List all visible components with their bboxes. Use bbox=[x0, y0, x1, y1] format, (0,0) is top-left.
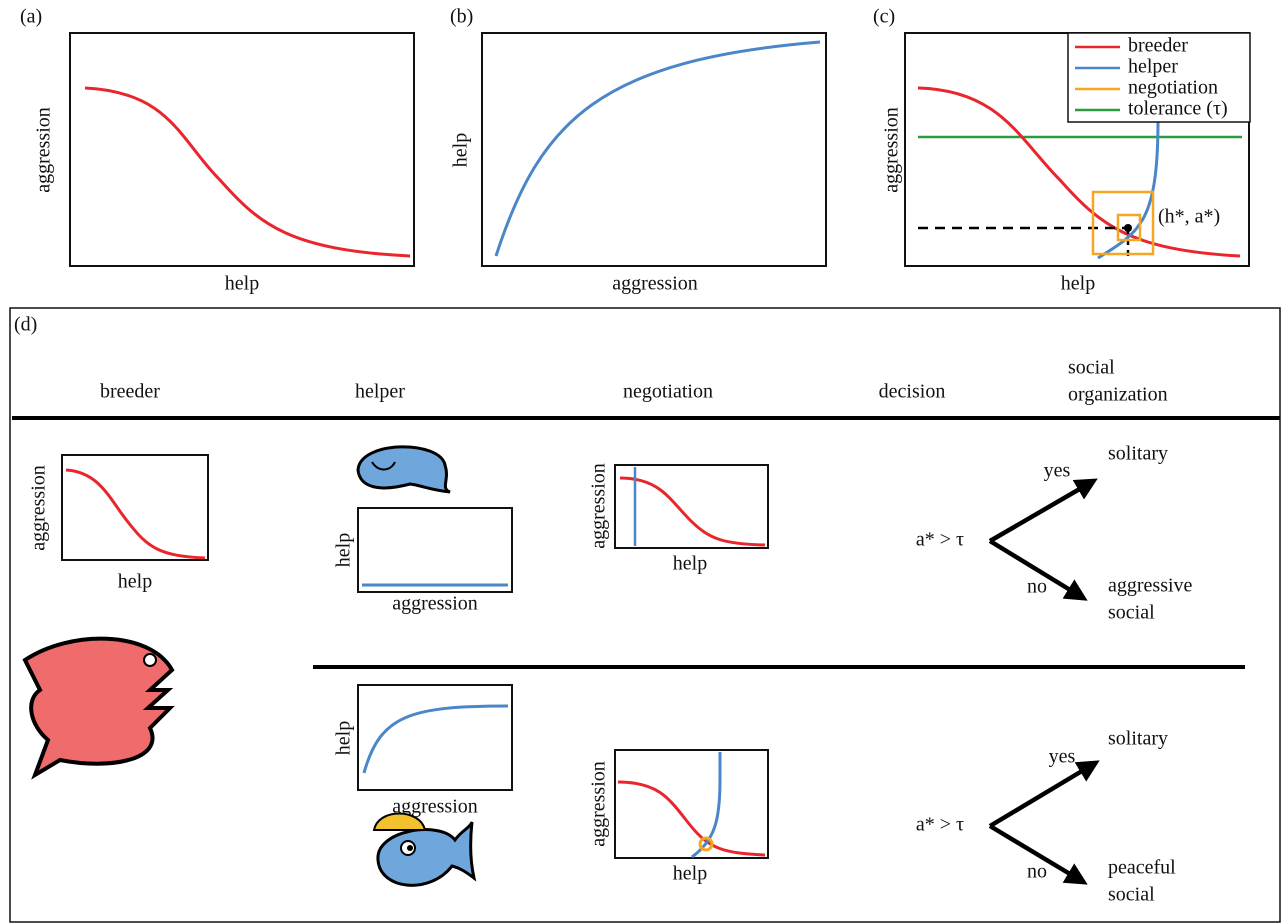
panel-label: (a) bbox=[20, 6, 42, 28]
shape-line bbox=[990, 765, 1092, 826]
shape-path bbox=[66, 470, 205, 558]
shape-rect bbox=[358, 508, 512, 592]
shape-path bbox=[364, 706, 508, 773]
condition: a* > τ bbox=[916, 814, 964, 836]
shape-rect bbox=[615, 750, 768, 858]
y-label: help bbox=[450, 133, 472, 167]
outcome: social bbox=[1108, 884, 1155, 906]
shape-rect bbox=[1093, 192, 1153, 254]
shape-path bbox=[378, 822, 474, 885]
y-label: aggression bbox=[881, 107, 903, 193]
figure: (a) help aggression (b) aggression help … bbox=[0, 0, 1284, 924]
panel-label: (d) bbox=[14, 314, 37, 336]
outcome: solitary bbox=[1108, 443, 1168, 465]
panel-label: (c) bbox=[873, 6, 895, 28]
yes-label: yes bbox=[1049, 746, 1076, 768]
column-header: breeder bbox=[100, 381, 160, 403]
legend-entry: negotiation bbox=[1128, 77, 1218, 99]
y-label: aggression bbox=[33, 107, 55, 193]
x-label: help bbox=[673, 863, 707, 885]
shape-circle bbox=[144, 654, 156, 666]
x-label: aggression bbox=[612, 273, 698, 295]
shape-rect bbox=[62, 455, 208, 560]
legend-entry: helper bbox=[1128, 56, 1178, 78]
shape-circle bbox=[407, 845, 413, 851]
column-header: negotiation bbox=[623, 381, 713, 403]
legend-entry: breeder bbox=[1128, 35, 1188, 57]
y-label: help bbox=[333, 721, 355, 755]
x-label: help bbox=[118, 571, 152, 593]
point-label: (h*, a*) bbox=[1158, 206, 1220, 228]
outcome: aggressive bbox=[1108, 575, 1193, 597]
shape-rect bbox=[70, 33, 414, 266]
outcome: solitary bbox=[1108, 728, 1168, 750]
y-label: aggression bbox=[588, 463, 610, 549]
column-header: helper bbox=[355, 381, 405, 403]
column-header: decision bbox=[879, 381, 946, 403]
no-label: no bbox=[1027, 861, 1047, 883]
y-label: help bbox=[333, 533, 355, 567]
shape-path bbox=[496, 42, 820, 256]
shape-path bbox=[85, 88, 410, 256]
x-label: help bbox=[673, 553, 707, 575]
shape-rect bbox=[482, 33, 826, 266]
y-label: aggression bbox=[28, 465, 50, 551]
legend-entry: tolerance (τ) bbox=[1128, 98, 1228, 120]
condition: a* > τ bbox=[916, 529, 964, 551]
shape-path bbox=[358, 447, 450, 492]
shape-path bbox=[620, 478, 765, 545]
x-label: aggression bbox=[392, 593, 478, 615]
shape-circle bbox=[1124, 224, 1132, 232]
column-header: social bbox=[1068, 357, 1115, 379]
y-label: aggression bbox=[588, 761, 610, 847]
x-label: help bbox=[1061, 273, 1095, 295]
column-header: organization bbox=[1068, 384, 1168, 406]
x-label: help bbox=[225, 273, 259, 295]
panel-label: (b) bbox=[450, 6, 473, 28]
shape-path bbox=[618, 782, 765, 855]
shape-line bbox=[990, 483, 1090, 541]
shape-rect bbox=[615, 465, 768, 548]
outcome: peaceful bbox=[1108, 857, 1176, 879]
shape-path bbox=[692, 752, 720, 857]
yes-label: yes bbox=[1044, 460, 1071, 482]
outcome: social bbox=[1108, 602, 1155, 624]
no-label: no bbox=[1027, 576, 1047, 598]
